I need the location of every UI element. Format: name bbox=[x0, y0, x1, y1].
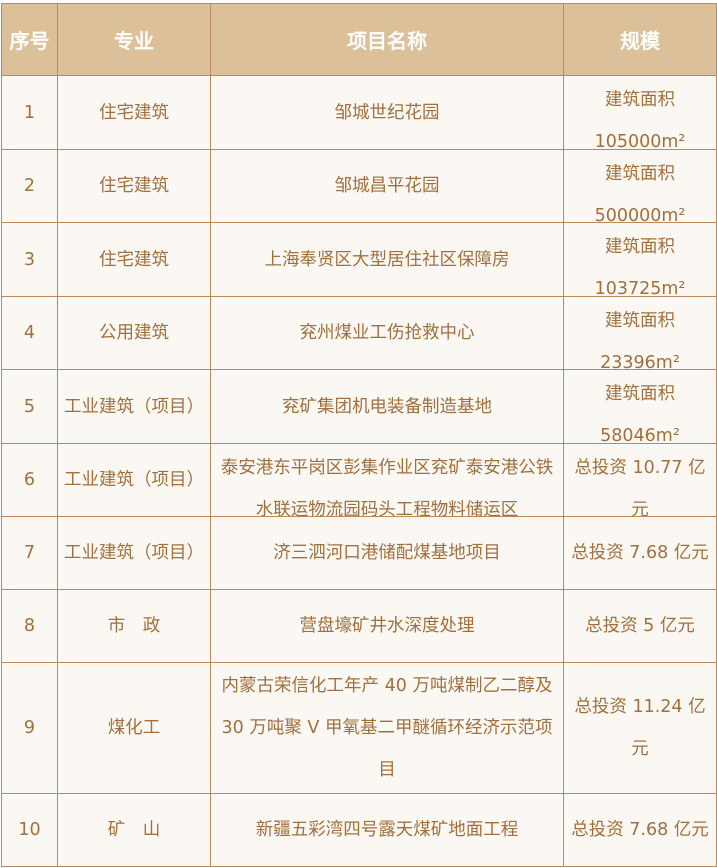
cell-scale: 建筑面积 23396m² bbox=[564, 297, 717, 370]
no-text: 1 bbox=[23, 102, 36, 123]
cell-name: 邹城昌平花园 bbox=[211, 150, 564, 223]
cell-type: 市 政 bbox=[58, 590, 211, 663]
no-text: 9 bbox=[23, 718, 36, 738]
cell-no: 8 bbox=[2, 590, 58, 663]
no-text: 6 bbox=[23, 470, 36, 490]
cell-name: 营盘壕矿井水深度处理 bbox=[211, 590, 564, 663]
scale-text: 建筑面积 105000m² bbox=[594, 90, 686, 150]
scale-text: 总投资 7.68 亿元 bbox=[571, 820, 709, 840]
cell-type: 工业建筑（项目） bbox=[58, 517, 211, 590]
header-no: 序号 bbox=[2, 4, 58, 76]
cell-name: 兖州煤业工伤抢救中心 bbox=[211, 297, 564, 370]
cell-name: 邹城世纪花园 bbox=[211, 76, 564, 150]
type-text: 煤化工 bbox=[107, 718, 161, 738]
header-name: 项目名称 bbox=[211, 4, 564, 76]
scale-text: 建筑面积 500000m² bbox=[594, 164, 686, 223]
table-row: 6 工业建筑（项目） 泰安港东平岗区彭集作业区兖矿泰安港公铁水联运物流园码头工程物料… bbox=[2, 444, 717, 517]
type-text: 工业建筑（项目） bbox=[64, 543, 204, 563]
type-text: 住宅建筑 bbox=[99, 102, 169, 123]
name-text: 新疆五彩湾四号露天煤矿地面工程 bbox=[255, 820, 519, 840]
cell-scale: 总投资 10.77 亿元 bbox=[564, 444, 717, 517]
no-text: 7 bbox=[23, 543, 36, 563]
name-text: 兖州煤业工伤抢救中心 bbox=[299, 323, 475, 343]
no-text: 8 bbox=[23, 616, 36, 636]
cell-scale: 建筑面积 103725m² bbox=[564, 223, 717, 297]
scale-text: 总投资 11.24 亿元 bbox=[574, 697, 706, 759]
table-row: 10 矿 山 新疆五彩湾四号露天煤矿地面工程 总投资 7.68 亿元 bbox=[2, 794, 717, 867]
cell-no: 3 bbox=[2, 223, 58, 297]
name-text: 邹城昌平花园 bbox=[334, 176, 440, 196]
scale-text: 总投资 10.77 亿元 bbox=[574, 458, 706, 517]
table-row: 2 住宅建筑 邹城昌平花园 建筑面积 500000m² bbox=[2, 150, 717, 223]
type-text: 公用建筑 bbox=[99, 323, 169, 343]
no-text: 3 bbox=[23, 249, 36, 270]
cell-name: 泰安港东平岗区彭集作业区兖矿泰安港公铁水联运物流园码头工程物料储运区 bbox=[211, 444, 564, 517]
cell-no: 9 bbox=[2, 663, 58, 794]
cell-type: 公用建筑 bbox=[58, 297, 211, 370]
table-row: 4 公用建筑 兖州煤业工伤抢救中心 建筑面积 23396m² bbox=[2, 297, 717, 370]
no-text: 5 bbox=[23, 396, 36, 417]
name-text: 兖矿集团机电装备制造基地 bbox=[282, 396, 492, 417]
cell-name: 上海奉贤区大型居住社区保障房 bbox=[211, 223, 564, 297]
type-text: 市 政 bbox=[107, 616, 161, 636]
table-row: 5 工业建筑（项目） 兖矿集团机电装备制造基地 建筑面积 58046m² bbox=[2, 370, 717, 444]
type-text: 矿 山 bbox=[107, 820, 161, 840]
cell-scale: 总投资 11.24 亿元 bbox=[564, 663, 717, 794]
cell-scale: 总投资 7.68 亿元 bbox=[564, 794, 717, 867]
type-text: 住宅建筑 bbox=[99, 176, 169, 196]
scale-text: 建筑面积 58046m² bbox=[600, 384, 680, 444]
cell-no: 10 bbox=[2, 794, 58, 867]
cell-type: 工业建筑（项目） bbox=[58, 444, 211, 517]
no-text: 10 bbox=[18, 820, 41, 840]
type-text: 工业建筑（项目） bbox=[64, 396, 204, 417]
cell-no: 5 bbox=[2, 370, 58, 444]
name-text: 泰安港东平岗区彭集作业区兖矿泰安港公铁水联运物流园码头工程物料储运区 bbox=[220, 458, 554, 517]
cell-type: 工业建筑（项目） bbox=[58, 370, 211, 444]
cell-name: 济三泗河口港储配煤基地项目 bbox=[211, 517, 564, 590]
cell-scale: 建筑面积 500000m² bbox=[564, 150, 717, 223]
no-text: 4 bbox=[23, 323, 36, 343]
projects-table: 序号 专业 项目名称 规模 1 住宅建筑 邹城世纪花园 建筑面积 105000m² 2 住… bbox=[1, 3, 717, 867]
table-row: 3 住宅建筑 上海奉贤区大型居住社区保障房 建筑面积 103725m² bbox=[2, 223, 717, 297]
table-row: 8 市 政 营盘壕矿井水深度处理 总投资 5 亿元 bbox=[2, 590, 717, 663]
name-text: 营盘壕矿井水深度处理 bbox=[299, 616, 475, 636]
cell-type: 矿 山 bbox=[58, 794, 211, 867]
table-row: 1 住宅建筑 邹城世纪花园 建筑面积 105000m² bbox=[2, 76, 717, 150]
cell-scale: 总投资 5 亿元 bbox=[564, 590, 717, 663]
cell-scale: 建筑面积 105000m² bbox=[564, 76, 717, 150]
name-text: 邹城世纪花园 bbox=[334, 102, 440, 123]
cell-no: 4 bbox=[2, 297, 58, 370]
cell-no: 2 bbox=[2, 150, 58, 223]
table-row: 9 煤化工 内蒙古荣信化工年产 40 万吨煤制乙二醇及 30 万吨聚 V 甲氧基二甲… bbox=[2, 663, 717, 794]
table-row: 7 工业建筑（项目） 济三泗河口港储配煤基地项目 总投资 7.68 亿元 bbox=[2, 517, 717, 590]
name-text: 上海奉贤区大型居住社区保障房 bbox=[264, 249, 510, 270]
cell-name: 新疆五彩湾四号露天煤矿地面工程 bbox=[211, 794, 564, 867]
table-header: 序号 专业 项目名称 规模 bbox=[2, 4, 717, 76]
cell-name: 兖矿集团机电装备制造基地 bbox=[211, 370, 564, 444]
scale-text: 建筑面积 23396m² bbox=[600, 311, 680, 370]
name-text: 内蒙古荣信化工年产 40 万吨煤制乙二醇及 30 万吨聚 V 甲氧基二甲醚循环经… bbox=[221, 676, 553, 780]
cell-type: 住宅建筑 bbox=[58, 76, 211, 150]
cell-no: 6 bbox=[2, 444, 58, 517]
no-text: 2 bbox=[23, 176, 36, 196]
name-text: 济三泗河口港储配煤基地项目 bbox=[273, 543, 501, 563]
scale-text: 建筑面积 103725m² bbox=[594, 237, 686, 297]
cell-type: 住宅建筑 bbox=[58, 150, 211, 223]
type-text: 住宅建筑 bbox=[99, 249, 169, 270]
cell-scale: 建筑面积 58046m² bbox=[564, 370, 717, 444]
cell-scale: 总投资 7.68 亿元 bbox=[564, 517, 717, 590]
cell-no: 7 bbox=[2, 517, 58, 590]
scale-text: 总投资 5 亿元 bbox=[585, 616, 695, 636]
scale-text: 总投资 7.68 亿元 bbox=[571, 543, 709, 563]
type-text: 工业建筑（项目） bbox=[64, 470, 204, 490]
cell-name: 内蒙古荣信化工年产 40 万吨煤制乙二醇及 30 万吨聚 V 甲氧基二甲醚循环经… bbox=[211, 663, 564, 794]
cell-type: 煤化工 bbox=[58, 663, 211, 794]
cell-type: 住宅建筑 bbox=[58, 223, 211, 297]
header-type: 专业 bbox=[58, 4, 211, 76]
header-scale: 规模 bbox=[564, 4, 717, 76]
cell-no: 1 bbox=[2, 76, 58, 150]
